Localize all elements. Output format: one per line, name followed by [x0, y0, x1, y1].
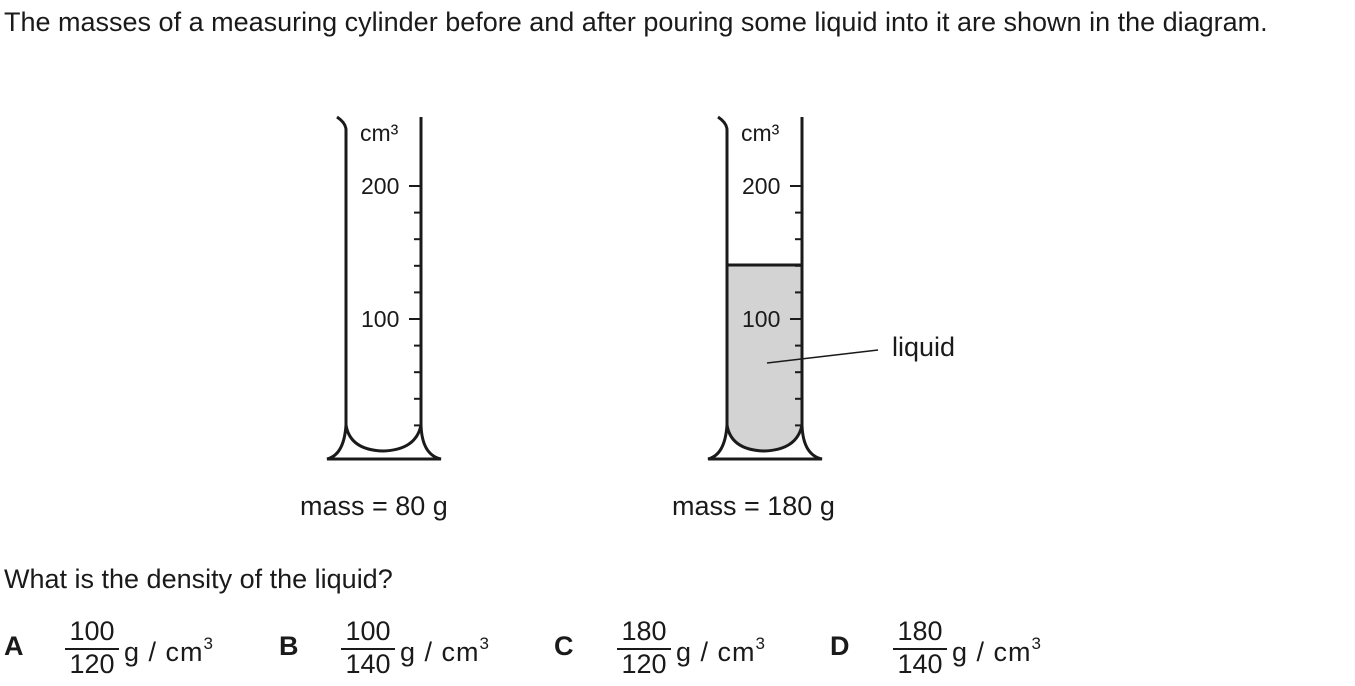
option-a-denominator: 120 [69, 649, 115, 679]
cylinder-filled-base [725, 424, 804, 453]
cylinder-filled-mass-label: mass = 180 g [672, 491, 835, 521]
cylinder-empty-mass-label: mass = 80 g [300, 491, 448, 521]
cylinder-empty-label-200: 200 [361, 173, 399, 199]
option-c-unit-power: 3 [755, 634, 766, 653]
liquid-fill [728, 265, 801, 451]
cylinder-empty: cm³ 200 100 mass = 80 g [300, 115, 448, 521]
cylinder-empty-label-100: 100 [361, 306, 399, 332]
intro-text: The masses of a measuring cylinder befor… [4, 7, 1268, 37]
option-a-unit: g / cm3 [124, 630, 214, 668]
cylinder-filled-label-200: 200 [742, 173, 780, 199]
option-d-unit-power: 3 [1031, 634, 1042, 653]
cylinder-filled: cm³ 200 100 liquid mass = 180 g [672, 115, 955, 521]
option-d-fraction[interactable]: 180 140 [891, 617, 949, 680]
cylinder-filled-label-100: 100 [742, 306, 780, 332]
cylinder-filled-scale [790, 185, 802, 427]
option-a-fraction-bar [65, 648, 119, 650]
option-c-fraction[interactable]: 180 120 [615, 617, 673, 680]
option-a-numerator: 100 [69, 616, 115, 646]
option-b-letter[interactable]: B [279, 631, 299, 661]
option-b-fraction[interactable]: 100 140 [339, 617, 397, 680]
option-c-unit-text: g / cm [676, 637, 756, 667]
option-a-fraction[interactable]: 100 120 [63, 617, 121, 680]
cylinder-filled-outline [707, 115, 823, 461]
option-d-numerator: 180 [897, 616, 943, 646]
option-b-fraction-bar [341, 648, 395, 650]
option-b-unit: g / cm3 [400, 630, 490, 668]
option-c-fraction-bar [617, 648, 671, 650]
cylinder-empty-unit-label: cm³ [360, 120, 399, 146]
liquid-pointer-line [766, 349, 879, 364]
option-b-unit-power: 3 [479, 634, 490, 653]
option-a-unit-text: g / cm [124, 637, 204, 667]
option-b-unit-text: g / cm [400, 637, 480, 667]
option-c-denominator: 120 [621, 649, 667, 679]
option-b-denominator: 140 [345, 649, 391, 679]
cylinder-empty-base [344, 424, 423, 453]
measuring-cylinders-diagram: cm³ 200 100 mass = 80 g cm³ 200 100 liqu… [300, 115, 955, 521]
option-b-numerator: 100 [345, 616, 391, 646]
option-d-fraction-bar [893, 648, 947, 650]
liquid-label: liquid [892, 332, 955, 362]
option-d-unit: g / cm3 [952, 630, 1042, 668]
cylinder-filled-unit-label: cm³ [741, 120, 780, 146]
cylinder-empty-scale [409, 185, 421, 427]
option-c-unit: g / cm3 [676, 630, 766, 668]
option-c-letter[interactable]: C [554, 631, 574, 661]
option-d-unit-text: g / cm [952, 637, 1032, 667]
cylinder-empty-outline [326, 115, 442, 461]
option-a-unit-power: 3 [203, 634, 214, 653]
question-text: What is the density of the liquid? [4, 564, 393, 594]
option-d-denominator: 140 [897, 649, 943, 679]
option-d-letter[interactable]: D [830, 631, 850, 661]
option-a-letter[interactable]: A [4, 631, 24, 661]
option-c-numerator: 180 [621, 616, 667, 646]
